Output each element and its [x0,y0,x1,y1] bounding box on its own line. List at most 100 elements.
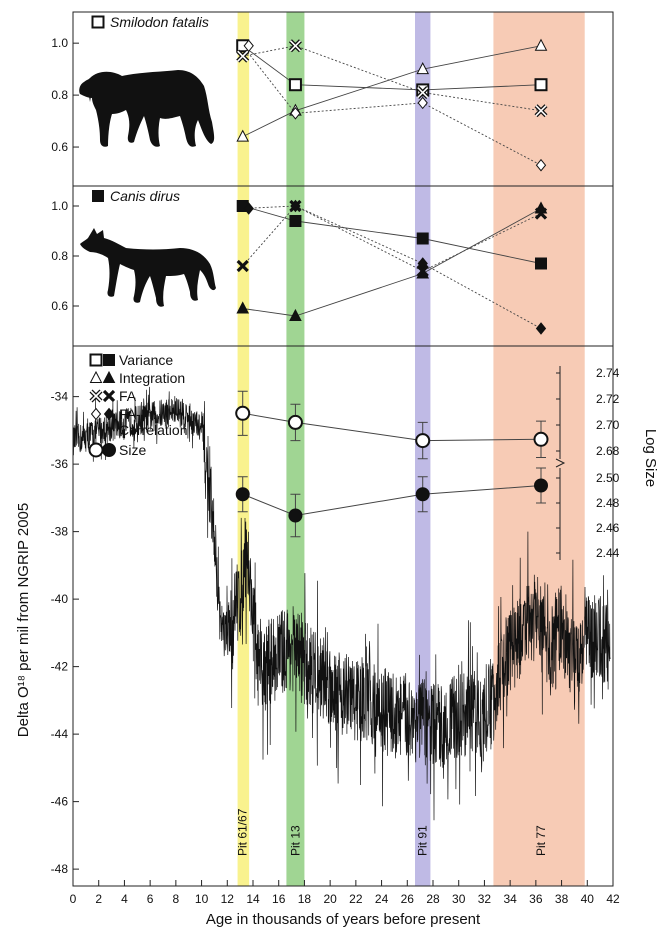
log-size-label: Log Size [642,429,659,487]
smilodon-size-point-1 [287,414,303,430]
log-lower-label-2: 2.46 [596,521,620,535]
pit-label-2: Pit 91 [416,825,430,856]
smilodon-fang [88,90,92,102]
log-axis-break [555,458,566,468]
legend-label-3-line-1: Correlation [119,422,187,438]
canis-size-point-3 [534,478,548,493]
plot-frame [72,11,614,887]
log-size-axis: 2.74 2.72 2.70 2.68 2.50 2.48 2.46 2.44 Log Size [555,366,659,560]
log-upper-label-2: 2.70 [596,418,620,432]
legend-open-marker-0 [89,353,103,367]
species-label-1: Canis dirus [110,188,180,204]
smilodon-silhouette [79,70,215,147]
log-lower-label-3: 2.44 [596,546,620,560]
panel-0-series-1-point-0 [236,129,250,142]
legend-label-0: Variance [119,352,173,368]
log-lower-label-1: 2.48 [596,496,620,510]
x-tick-label-18: 36 [529,892,543,906]
panel-1-y-label-0: 1.0 [51,199,68,213]
panel-0-series-2-point-1-inner [289,40,301,52]
log-lower-label-0: 2.50 [596,471,620,485]
panel-1-series-3-point-1 [290,199,301,213]
x-tick-label-5: 10 [195,892,209,906]
delta-o18-line [72,386,611,821]
legend-filled-marker-0 [103,354,115,366]
pit-labels: Pit 61/67 Pit 13 Pit 91 Pit 77 [236,808,548,856]
panel-1-series-0-line [242,205,542,264]
x-tick-label-12: 24 [375,892,389,906]
panel-1-y-label-2: 0.6 [51,299,68,313]
species-legend-marker-1 [92,190,104,202]
pit-band-1 [286,12,305,886]
axes: 0 2 4 6 8 10 12 14 16 18 20 22 24 26 28 30 32 34 36 38 40 42-… [51,36,620,906]
x-axis-label: Age in thousands of years before present [206,911,481,928]
o18-y-label-4: -42 [51,660,69,674]
x-tick-label-15: 30 [452,892,466,906]
panel-0-series-0-line [242,45,542,91]
species-legend-marker-0 [91,15,105,29]
panel-1-series-2-point-0 [236,259,249,273]
y-axis-label: Delta O¹⁸ per mil from NGRIP 2005 [15,503,32,737]
canis-size-point-1 [288,508,303,523]
pit-label-3: Pit 77 [534,825,548,856]
o18-y-label-2: -38 [51,525,69,539]
panel-0-y-label-1: 0.8 [51,88,68,102]
panel-0-series-1-point-3 [534,38,548,51]
legend-open-marker-4 [88,442,104,458]
canis-size-point-2 [415,487,430,502]
legend-open-marker-3 [90,407,102,421]
delta-o18-series [72,386,611,821]
panel-0-series-3-line [242,45,542,166]
legend-label-3: FA-Int [119,406,156,422]
legend-open-marker-2-inner [90,390,102,402]
o18-y-label-0: -34 [51,390,69,404]
smilodon-size-point-2 [415,433,431,449]
legend-label-1: Integration [119,370,185,386]
panel-1-series-3-point-0 [243,202,254,215]
panel-1-series-3-point-3 [535,322,547,335]
canis-size-line [242,485,542,517]
panel-0-y-label-0: 1.0 [51,36,68,50]
x-tick-label-20: 40 [581,892,595,906]
panel-0-series-3-point-2 [417,96,428,110]
smilodon-size-point-0 [235,405,251,421]
log-upper-label-1: 2.72 [596,392,620,406]
panel-0-series-2-point-0-inner [237,50,249,62]
x-tick-label-14: 28 [426,892,440,906]
x-tick-label-7: 14 [246,892,260,906]
panel-1-series-0-point-2 [416,232,429,245]
x-tick-label-16: 32 [478,892,492,906]
panel-0-series-2-line [242,45,542,112]
panel-0-series-3-point-3 [535,158,547,172]
o18-y-label-1: -36 [51,457,69,471]
panel-1-series-0-point-1 [289,215,302,227]
panel-1-series-2-line [242,205,542,272]
legend-open-marker-1 [89,370,103,383]
panel-0-y-label-2: 0.6 [51,140,68,154]
legend-filled-marker-3 [103,407,115,421]
panel-1-series-0-point-3 [535,257,547,270]
x-tick-label-17: 34 [503,892,517,906]
canis-silhouette [80,228,216,307]
canis-size-point-0 [235,487,250,502]
pit-band-0 [237,12,250,886]
panel-1-series-1-point-1 [289,308,302,321]
pit-band-3 [493,12,585,886]
panel-1-series-3-point-2 [417,257,428,270]
pit-label-0: Pit 61/67 [236,808,250,856]
log-upper-label-3: 2.68 [596,444,620,458]
species-label-0: Smilodon fatalis [110,14,209,30]
o18-y-label-3: -40 [51,592,69,606]
x-tick-label-21: 42 [606,892,620,906]
panel-1-y-label-1: 0.8 [51,249,68,263]
series-layer [236,38,548,335]
panel-0-series-3-point-0 [243,39,254,53]
smilodon-size-point-3 [533,431,549,447]
panel-0-series-0-point-1 [288,78,302,92]
panel-1-series-1-line [242,208,542,317]
x-tick-label-6: 12 [221,892,235,906]
x-tick-label-9: 18 [298,892,312,906]
x-tick-label-0: 0 [70,892,77,906]
